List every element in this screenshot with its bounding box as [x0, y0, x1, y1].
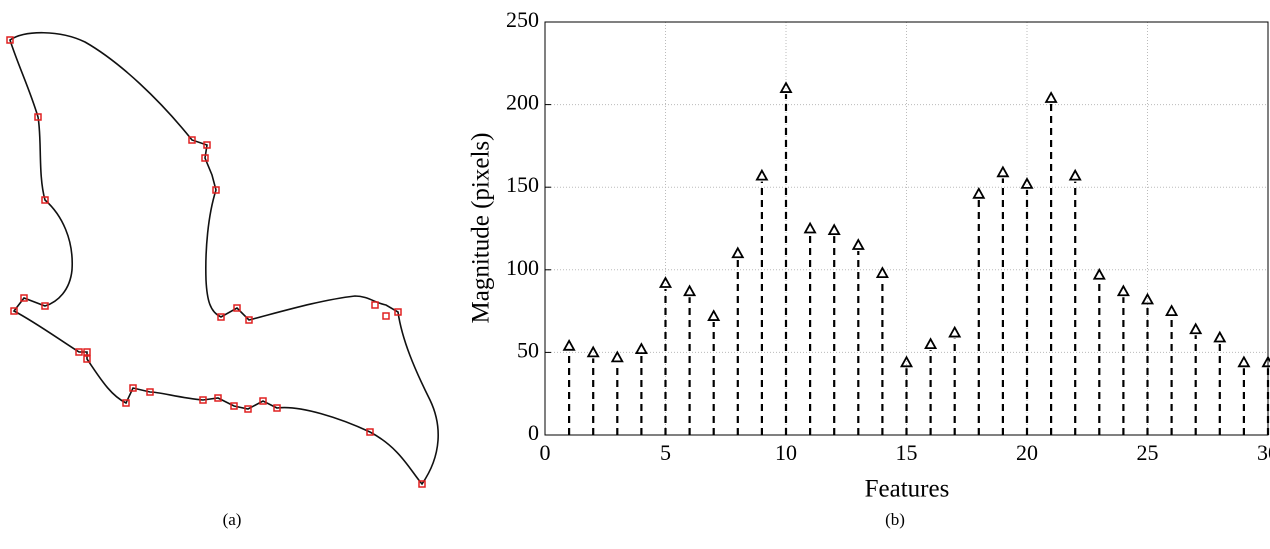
stem-marker [948, 325, 962, 338]
keypoint [230, 402, 238, 410]
stem-marker [1261, 355, 1270, 368]
stem-marker [731, 246, 745, 259]
keypoint [10, 307, 18, 315]
stem-marker [586, 345, 600, 358]
stem-marker [827, 223, 841, 236]
y-axis-label: Magnitude (pixels) [468, 133, 495, 324]
y-tick-label: 150 [506, 172, 539, 197]
stem-marker [634, 342, 648, 354]
bat-contour-panel [6, 31, 439, 488]
keypoint [34, 113, 42, 121]
x-tick-label: 30 [1257, 440, 1270, 465]
stem-marker [996, 165, 1010, 178]
stem-marker [1020, 177, 1034, 189]
y-tick-label: 50 [517, 337, 539, 362]
keypoint [129, 384, 137, 392]
keypoint [273, 404, 281, 412]
keypoint [245, 316, 253, 324]
stem-marker [924, 337, 938, 350]
y-tick-label: 200 [506, 90, 539, 115]
keypoint [418, 480, 426, 488]
x-tick-label: 20 [1016, 440, 1038, 465]
keypoint [122, 399, 130, 407]
x-tick-label: 10 [775, 440, 797, 465]
keypoint [83, 348, 91, 356]
keypoint [233, 304, 241, 312]
y-tick-label: 250 [506, 7, 539, 32]
keypoint [199, 396, 207, 404]
x-tick-label: 15 [896, 440, 918, 465]
stem-marker [707, 309, 721, 321]
y-tick-label: 0 [528, 420, 539, 445]
keypoint [217, 313, 225, 321]
keypoint [146, 388, 154, 396]
keypoint [203, 141, 211, 149]
stem-marker [658, 276, 673, 288]
y-tick-label: 100 [506, 255, 539, 280]
keypoint [75, 348, 83, 356]
x-axis-label: Features [865, 476, 950, 503]
bat-contour [9, 31, 439, 486]
keypoint [20, 294, 28, 302]
plot: 0 50 100 150 200 250 0 5 10 15 20 25 30 [506, 7, 1270, 465]
keypoint [366, 428, 374, 436]
caption-b: (b) [885, 510, 905, 529]
keypoint [244, 405, 252, 413]
stem-marker [779, 81, 793, 93]
stem-marker [610, 350, 624, 363]
keypoint [201, 154, 209, 162]
keypoint [259, 397, 267, 405]
stem-marker [1068, 168, 1082, 181]
stem-marker [1237, 355, 1251, 368]
stem-marker [1189, 322, 1203, 335]
stem-marker [1116, 284, 1130, 297]
stem-marker [1092, 267, 1106, 280]
stem-marker [972, 186, 986, 199]
x-tick-label: 0 [540, 440, 551, 465]
x-tick-label: 25 [1137, 440, 1159, 465]
keypoint [371, 301, 379, 309]
keypoint [188, 136, 196, 144]
stem-marker [1213, 330, 1227, 343]
keypoint [214, 394, 222, 402]
stem-marker [899, 355, 914, 368]
stem-marker [755, 168, 769, 181]
stem-marker [683, 284, 697, 297]
keypoint [83, 355, 91, 363]
keypoint [6, 36, 14, 44]
stem-marker [1044, 91, 1058, 103]
caption-a: (a) [223, 510, 242, 529]
keypoint-markers [6, 36, 426, 488]
x-tick-label: 5 [660, 440, 671, 465]
stem-marker [803, 221, 817, 234]
stem-marker [562, 338, 576, 351]
keypoint [41, 302, 49, 310]
keypoint [394, 308, 402, 316]
stem-marker [1165, 304, 1179, 316]
keypoint [382, 312, 390, 320]
stem-marker [851, 238, 865, 250]
keypoint [41, 196, 49, 204]
stem-marker [1140, 292, 1155, 305]
keypoint [212, 186, 220, 194]
stem-marker [875, 266, 889, 279]
